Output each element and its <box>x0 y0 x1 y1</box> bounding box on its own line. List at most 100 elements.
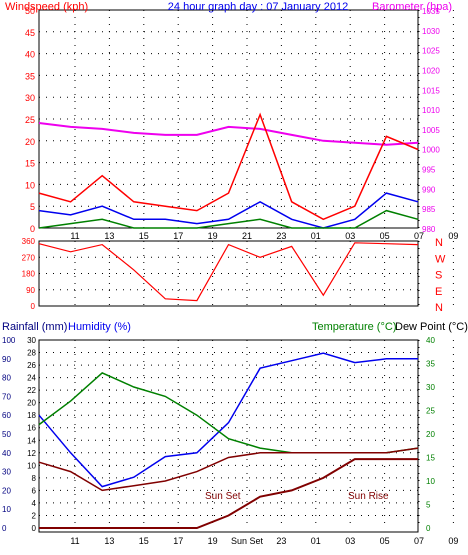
weather-series-line <box>38 352 418 488</box>
direction-series-line <box>38 242 419 302</box>
wind-series-line <box>38 192 419 229</box>
dewpoint-axis-label: Dew Point (°C) <box>395 321 468 333</box>
temperature-axis-label: Temperature (°C) <box>312 321 396 333</box>
temperature-tick-label: 20 <box>426 430 435 439</box>
wind-tick-label: 40 <box>25 50 35 60</box>
weather-x-tick-label: 19 <box>208 536 218 546</box>
barometer-tick-label: 1010 <box>422 106 440 115</box>
weather-x-tick-label: 01 <box>311 536 321 546</box>
rainfall-axis-label: Rainfall (mm) <box>2 321 67 333</box>
rainfall-tick-label: 4 <box>32 499 37 508</box>
weather-x-tick-label: 17 <box>173 536 183 546</box>
barometer-tick-label: 1025 <box>422 47 440 56</box>
wind-tick-label: 45 <box>25 28 35 38</box>
wind-x-tick-label: 23 <box>276 231 286 241</box>
temperature-tick-label: 10 <box>426 477 435 486</box>
wind-x-tick-label: 19 <box>208 231 218 241</box>
wind-x-tick-label: 21 <box>242 231 252 241</box>
barometer-tick-label: 985 <box>422 205 436 214</box>
humidity-tick-label: 70 <box>2 392 11 401</box>
weather-x-tick-label: 07 <box>414 536 424 546</box>
wind-tick-label: 25 <box>25 115 35 125</box>
compass-label: S <box>435 270 442 282</box>
rainfall-tick-label: 12 <box>27 449 36 458</box>
wind-series-line <box>38 122 419 146</box>
weather-x-tick-label: 15 <box>139 536 149 546</box>
rainfall-tick-label: 2 <box>32 511 37 520</box>
wind-tick-label: 30 <box>25 93 35 103</box>
barometer-tick-label: 1005 <box>422 126 440 135</box>
compass-label: E <box>435 286 442 298</box>
barometer-tick-label: 1035 <box>422 7 440 16</box>
rainfall-tick-label: 6 <box>32 486 37 495</box>
wind-x-tick-label: 05 <box>380 231 390 241</box>
wind-tick-label: 50 <box>25 6 35 16</box>
wind-axis-label: Windspeed (kph) <box>5 1 88 13</box>
rainfall-tick-label: 26 <box>27 361 36 370</box>
rainfall-tick-label: 18 <box>27 411 36 420</box>
wind-x-tick-label: 17 <box>173 231 183 241</box>
temperature-tick-label: 0 <box>426 524 431 533</box>
wind-x-tick-label: 03 <box>345 231 355 241</box>
rainfall-tick-label: 28 <box>27 349 36 358</box>
weather-x-tick-label: 03 <box>345 536 355 546</box>
direction-tick-label: 180 <box>22 270 36 279</box>
wind-series-line <box>38 112 419 221</box>
humidity-tick-label: 80 <box>2 374 11 383</box>
weather-chart-frame <box>38 339 419 533</box>
barometer-tick-label: 1000 <box>422 146 440 155</box>
wind-tick-label: 35 <box>25 71 35 81</box>
sunset-annotation: Sun Set <box>205 491 241 502</box>
wind-x-tick-label: 09 <box>448 231 458 241</box>
wind-tick-label: 5 <box>30 202 35 212</box>
rainfall-tick-label: 20 <box>27 399 36 408</box>
humidity-tick-label: 40 <box>2 449 11 458</box>
direction-tick-label: 270 <box>22 253 36 262</box>
wind-x-tick-label: 15 <box>139 231 149 241</box>
wind-x-tick-label: 11 <box>70 231 79 241</box>
compass-label: N <box>435 237 443 249</box>
direction-tick-label: 0 <box>31 302 36 311</box>
rainfall-tick-label: 0 <box>32 524 37 533</box>
compass-label: W <box>435 253 446 265</box>
chart-title: 24 hour graph day : 07 January 2012 <box>168 1 348 13</box>
temperature-tick-label: 35 <box>426 360 435 369</box>
weather-x-tick-label: Sun Set <box>231 536 264 546</box>
rainfall-tick-label: 16 <box>27 424 36 433</box>
rainfall-tick-label: 8 <box>32 474 37 483</box>
wind-tick-label: 20 <box>25 137 35 147</box>
rainfall-tick-label: 22 <box>27 386 36 395</box>
wind-series-line <box>38 209 419 229</box>
direction-tick-label: 360 <box>22 237 36 246</box>
temperature-tick-label: 5 <box>426 501 431 510</box>
weather-series-line <box>38 447 419 492</box>
weather-x-tick-label: 09 <box>448 536 458 546</box>
compass-label: N <box>435 302 443 314</box>
wind-tick-label: 10 <box>25 180 35 190</box>
humidity-axis-label: Humidity (%) <box>68 321 131 333</box>
rainfall-tick-label: 30 <box>27 336 36 345</box>
weather-x-tick-label: 05 <box>380 536 390 546</box>
rainfall-tick-label: 14 <box>27 436 36 445</box>
barometer-axis-label: Barometer (hpa) <box>372 1 452 13</box>
wind-x-tick-label: 01 <box>311 231 321 241</box>
wind-x-tick-label: 13 <box>104 231 114 241</box>
wind-tick-label: 15 <box>25 159 35 169</box>
sunrise-annotation: Sun Rise <box>348 491 389 502</box>
barometer-tick-label: 980 <box>422 225 436 234</box>
weather-x-tick-label: 11 <box>70 536 79 546</box>
humidity-tick-label: 10 <box>2 505 11 514</box>
weather-series-line <box>38 372 419 454</box>
rainfall-tick-label: 10 <box>27 461 36 470</box>
barometer-tick-label: 1015 <box>422 86 440 95</box>
temperature-tick-label: 40 <box>426 336 435 345</box>
barometer-tick-label: 995 <box>422 166 436 175</box>
humidity-tick-label: 50 <box>2 430 11 439</box>
rainfall-tick-label: 24 <box>27 374 36 383</box>
humidity-tick-label: 20 <box>2 486 11 495</box>
temperature-tick-label: 15 <box>426 454 435 463</box>
temperature-tick-label: 30 <box>426 383 435 392</box>
weather-x-tick-label: 13 <box>104 536 114 546</box>
